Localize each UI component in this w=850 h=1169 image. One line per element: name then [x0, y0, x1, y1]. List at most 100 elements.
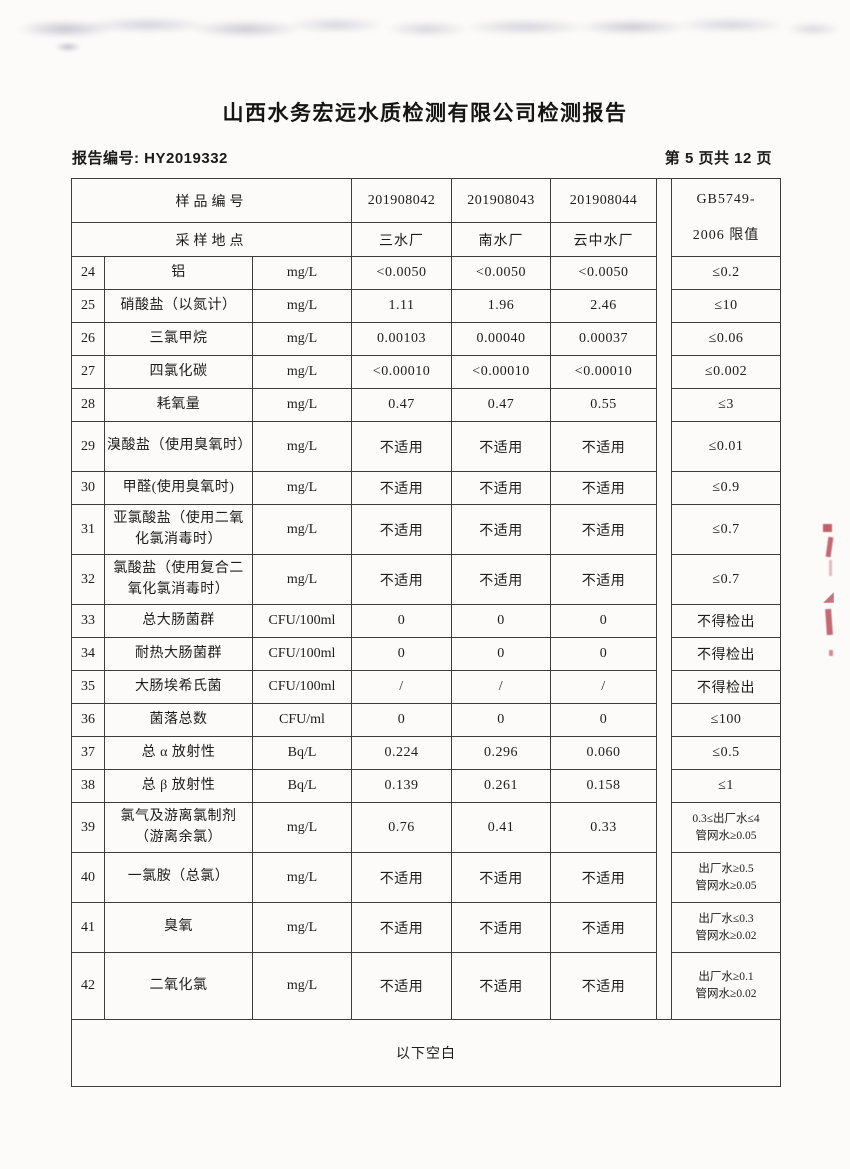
parameter-name: 一氯胺（总氯）: [104, 852, 253, 903]
result-value: 0.00103: [351, 322, 452, 356]
page-indicator: 第 5 页共 12 页: [664, 150, 772, 167]
result-value: 不适用: [550, 902, 657, 953]
limit-value: ≤10: [671, 289, 781, 323]
limit-value: 不得检出: [671, 604, 781, 638]
result-value: 不适用: [451, 471, 551, 505]
parameter-name: 三氯甲烷: [104, 322, 253, 356]
sample-id: 201908043: [451, 178, 551, 223]
table-row: 30 甲醛(使用臭氧时) mg/L 不适用 不适用 不适用 ≤0.9: [71, 471, 781, 505]
row-number: 31: [71, 504, 105, 555]
result-value: 0: [550, 703, 657, 737]
result-value: 0.47: [351, 388, 452, 422]
report-meta-row: 报告编号: HY2019332 第 5 页共 12 页: [72, 147, 772, 168]
red-stamp-fragment: [829, 560, 832, 576]
row-number: 35: [71, 670, 105, 704]
result-value: 0: [451, 637, 551, 671]
result-value: 不适用: [550, 852, 657, 903]
result-value: 0: [550, 604, 657, 638]
limit-line: 不得检出: [697, 648, 755, 663]
table-row: 35 大肠埃希氏菌 CFU/100ml / / / 不得检出: [71, 670, 781, 704]
result-value: 不适用: [451, 902, 551, 953]
result-value: 1.96: [451, 289, 551, 323]
limit-value: 出厂水≥0.1 管网水≥0.02: [671, 952, 781, 1020]
parameter-name: 臭氧: [104, 902, 253, 953]
limit-line: 不得检出: [697, 681, 755, 696]
result-value: 不适用: [351, 902, 452, 953]
result-value: 不适用: [550, 554, 657, 605]
limit-line: ≤1: [718, 778, 734, 793]
limit-line: ≤100: [710, 712, 742, 727]
limit-line: ≤0.5: [712, 745, 740, 760]
table-row: 41 臭氧 mg/L 不适用 不适用 不适用 出厂水≤0.3 管网水≥0.02: [71, 902, 781, 953]
unit: mg/L: [252, 256, 352, 290]
result-value: 不适用: [351, 554, 452, 605]
limit-column-header: GB5749- 2006 限值: [671, 178, 781, 257]
limit-line: ≤0.002: [704, 364, 748, 379]
sample-id-label: 样品编号: [71, 178, 352, 223]
location: 南水厂: [451, 222, 551, 257]
parameter-name: 总大肠菌群: [104, 604, 253, 638]
limit-value: ≤0.9: [671, 471, 781, 505]
row-number: 39: [71, 802, 105, 853]
location-label: 采样地点: [71, 222, 352, 257]
footer-note: 以下空白: [71, 1019, 781, 1087]
limit-value: ≤3: [671, 388, 781, 422]
parameter-name: 总 α 放射性: [104, 736, 253, 770]
unit: mg/L: [252, 952, 352, 1020]
sample-id: 201908044: [550, 178, 657, 223]
table-row: 36 菌落总数 CFU/ml 0 0 0 ≤100: [71, 703, 781, 737]
limit-value: ≤1: [671, 769, 781, 803]
result-value: 0.158: [550, 769, 657, 803]
parameter-name: 耗氧量: [104, 388, 253, 422]
limit-line: ≤0.2: [712, 265, 740, 280]
result-value: <0.00010: [351, 355, 452, 389]
result-value: <0.00010: [550, 355, 657, 389]
result-value: 0.47: [451, 388, 551, 422]
result-value: 不适用: [451, 504, 551, 555]
result-value: 0.060: [550, 736, 657, 770]
limit-line: ≤0.7: [712, 571, 740, 587]
table-row: 33 总大肠菌群 CFU/100ml 0 0 0 不得检出: [71, 604, 781, 638]
parameter-name: 菌落总数: [104, 703, 253, 737]
unit: Bq/L: [252, 769, 352, 803]
table-row: 27 四氯化碳 mg/L <0.00010 <0.00010 <0.00010 ≤0.002: [71, 355, 781, 389]
red-stamp-fragment: [823, 524, 832, 532]
result-value: 不适用: [550, 471, 657, 505]
table-row: 26 三氯甲烷 mg/L 0.00103 0.00040 0.00037 ≤0.06: [71, 322, 781, 356]
table-row: 31 亚氯酸盐（使用二氧化氯消毒时） mg/L 不适用 不适用 不适用 ≤0.7: [71, 504, 781, 555]
limit-line: 管网水≥0.05: [695, 879, 757, 892]
row-number: 24: [71, 256, 105, 290]
table-row: 32 氯酸盐（使用复合二氧化氯消毒时） mg/L 不适用 不适用 不适用 ≤0.7: [71, 554, 781, 605]
result-value: /: [351, 670, 452, 704]
result-value: <0.0050: [451, 256, 551, 290]
limit-value: ≤0.01: [671, 421, 781, 472]
table-row: 38 总 β 放射性 Bq/L 0.139 0.261 0.158 ≤1: [71, 769, 781, 803]
result-value: 0.33: [550, 802, 657, 853]
limit-value: ≤100: [671, 703, 781, 737]
red-stamp-fragment: [825, 536, 834, 558]
red-stamp-fragment: [823, 592, 834, 603]
parameter-name: 甲醛(使用臭氧时): [104, 471, 253, 505]
result-value: 不适用: [351, 852, 452, 903]
table-row: 42 二氧化氯 mg/L 不适用 不适用 不适用 出厂水≥0.1 管网水≥0.02: [71, 952, 781, 1020]
unit: mg/L: [252, 504, 352, 555]
unit: mg/L: [252, 388, 352, 422]
limit-value: 出厂水≥0.5 管网水≥0.05: [671, 852, 781, 903]
limit-header-line: 2006 限值: [692, 227, 760, 243]
red-stamp-fragment: [825, 608, 833, 636]
result-value: <0.0050: [550, 256, 657, 290]
limit-line: 管网水≥0.05: [695, 829, 757, 842]
parameter-name: 四氯化碳: [104, 355, 253, 389]
row-number: 34: [71, 637, 105, 671]
header-row-sample-id: 样品编号 201908042 201908043 201908044 GB574…: [71, 178, 781, 1020]
unit: mg/L: [252, 802, 352, 853]
result-value: 0.00037: [550, 322, 657, 356]
parameter-name: 总 β 放射性: [104, 769, 253, 803]
row-number: 41: [71, 902, 105, 953]
parameter-name: 二氧化氯: [104, 952, 253, 1020]
limit-line: 出厂水≥0.5: [698, 862, 754, 875]
unit: mg/L: [252, 471, 352, 505]
row-number: 36: [71, 703, 105, 737]
parameter-name: 大肠埃希氏菌: [104, 670, 253, 704]
limit-line: 不得检出: [697, 615, 755, 630]
